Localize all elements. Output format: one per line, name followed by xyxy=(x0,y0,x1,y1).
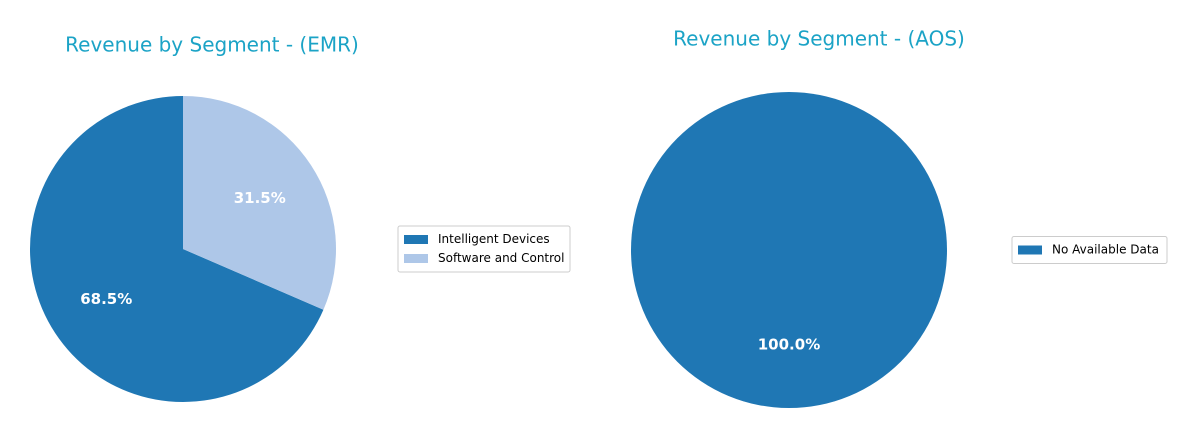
legend-swatch xyxy=(404,235,428,244)
legend-label: Software and Control xyxy=(438,251,564,265)
value-label: 100.0% xyxy=(758,335,820,353)
pie-slice xyxy=(29,96,324,402)
chart-title: Revenue by Segment - (AOS) xyxy=(673,27,965,51)
value-label: 68.5% xyxy=(80,290,132,308)
legend-box xyxy=(1011,236,1168,264)
legend-swatch xyxy=(404,254,428,263)
legend-label: Intelligent Devices xyxy=(438,232,550,246)
pie-slice xyxy=(631,92,947,408)
legend-swatch xyxy=(1018,245,1042,255)
pie-slice xyxy=(183,96,336,310)
legend-box xyxy=(397,225,571,273)
chart-title: Revenue by Segment - (EMR) xyxy=(65,33,359,57)
value-label: 31.5% xyxy=(234,189,286,207)
legend-label: No Available Data xyxy=(1052,243,1159,257)
